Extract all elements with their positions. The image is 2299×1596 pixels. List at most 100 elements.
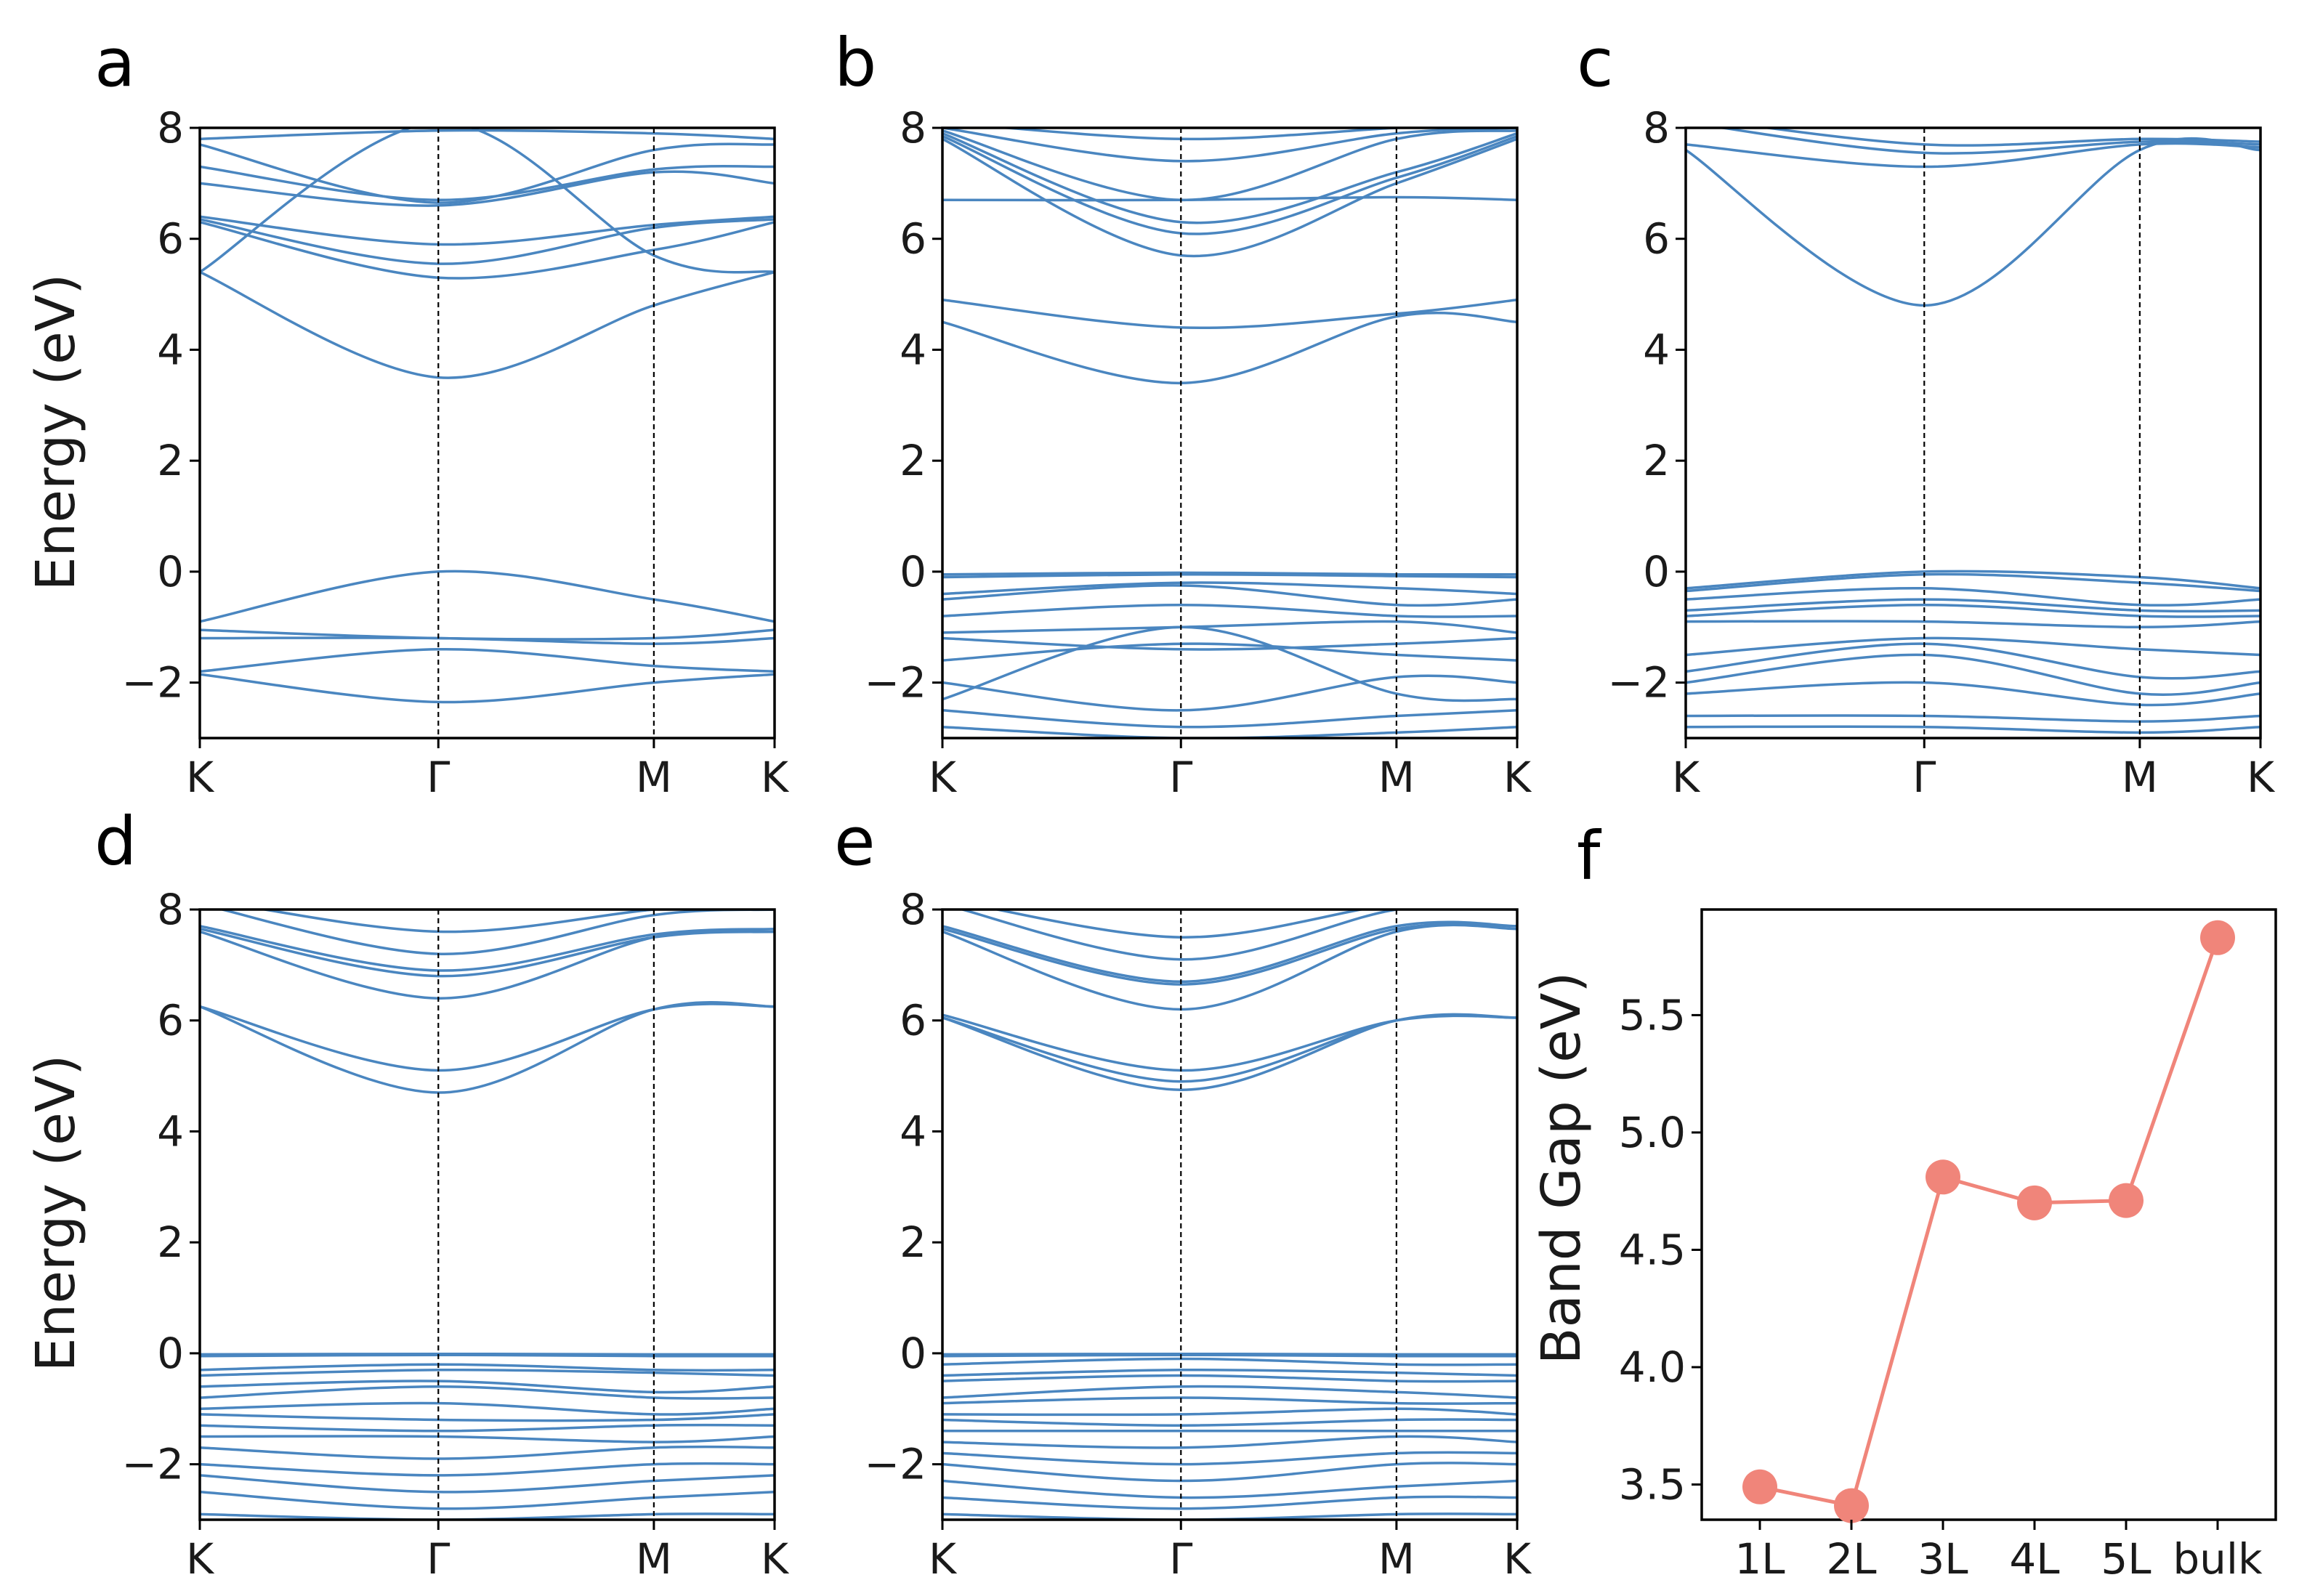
band-b-vb6 xyxy=(942,620,1517,634)
y-axis-label-d: Energy (eV) xyxy=(25,1055,87,1372)
band-a-cb7 xyxy=(200,164,775,202)
band-d-vb5 xyxy=(200,1380,775,1394)
band-e-cb3 xyxy=(942,1013,1517,1072)
band-d-vb3 xyxy=(200,1363,775,1372)
plot-frame-c xyxy=(1684,126,2262,740)
panel-label-d: d xyxy=(94,803,137,880)
band-b-cb2 xyxy=(942,298,1517,330)
y-tick-label-f: 4.5 xyxy=(1619,1225,1686,1274)
y-axis-label-f: Band Gap (eV) xyxy=(1530,972,1593,1365)
k-label-a: K xyxy=(761,753,790,802)
band-d-vb10 xyxy=(200,1435,775,1443)
band-gap-point-2L xyxy=(1834,1488,1869,1523)
band-b-vb5 xyxy=(942,603,1517,618)
k-label-d: K xyxy=(186,1534,215,1584)
k-label-c: K xyxy=(1672,753,1701,802)
plot-frame-f xyxy=(1700,908,2277,1521)
y-tick-label-a: 4 xyxy=(157,325,184,374)
band-a-cb8 xyxy=(200,142,775,204)
bands-group-c xyxy=(1686,128,2260,734)
band-b-cb9 xyxy=(993,128,1423,141)
band-d-cb2 xyxy=(200,1002,775,1072)
k-label-a: Γ xyxy=(427,753,450,802)
k-label-c: Γ xyxy=(1912,753,1936,802)
band-c-vb7 xyxy=(1686,636,2260,657)
band-d-vb11 xyxy=(200,1445,775,1460)
bands-group-e xyxy=(942,910,1517,1520)
band-b-vb2 xyxy=(942,572,1517,579)
k-label-e: M xyxy=(1378,1534,1415,1584)
band-d-vb4 xyxy=(200,1368,775,1377)
band-d-cb4 xyxy=(200,927,775,978)
k-label-a: M xyxy=(636,753,672,802)
band-gap-point-5L xyxy=(2109,1183,2144,1218)
band-e-vb14 xyxy=(942,1479,1517,1499)
k-label-d: Γ xyxy=(427,1534,450,1584)
y-tick-label-a: 2 xyxy=(157,436,184,485)
plot-frame-a xyxy=(198,126,776,740)
band-e-vb8 xyxy=(942,1407,1517,1417)
y-tick-label-d: 8 xyxy=(157,885,184,934)
band-c-vb2 xyxy=(1686,572,2260,593)
x-tick-label-bulk: bulk xyxy=(2173,1534,2263,1584)
k-label-e: Γ xyxy=(1169,1534,1192,1584)
y-tick-label-e: 8 xyxy=(900,885,926,934)
band-b-vb11 xyxy=(942,709,1517,729)
y-tick-label-d: 2 xyxy=(157,1218,184,1267)
band-b-vb4 xyxy=(942,584,1517,607)
y-tick-label-e: 2 xyxy=(900,1218,926,1267)
band-d-cb5 xyxy=(200,925,775,972)
band-c-cb2 xyxy=(1686,142,2260,169)
band-b-vb1 xyxy=(942,571,1517,576)
band-d-cb1 xyxy=(200,1001,775,1094)
band-c-vb10 xyxy=(1686,681,2260,707)
y-tick-label-f: 5.5 xyxy=(1619,990,1686,1040)
x-tick-label-1L: 1L xyxy=(1734,1534,1785,1584)
band-b-cb6 xyxy=(942,131,1517,224)
y-tick-label-c: 8 xyxy=(1643,103,1670,153)
band-c-vb6 xyxy=(1686,620,2260,629)
band-a-vb1 xyxy=(200,570,775,623)
band-e-cb7 xyxy=(958,910,1517,961)
band-d-vb8 xyxy=(200,1413,775,1422)
x-tick-label-5L: 5L xyxy=(2101,1534,2151,1584)
y-tick-label-b: 8 xyxy=(900,103,926,153)
y-axis-label-a: Energy (eV) xyxy=(25,274,87,591)
band-d-vb7 xyxy=(200,1401,775,1416)
y-tick-label-b: 4 xyxy=(900,325,926,374)
y-tick-label-f: 3.5 xyxy=(1619,1460,1686,1510)
y-tick-label-a: 8 xyxy=(157,103,184,153)
band-d-cb7 xyxy=(257,910,671,933)
panel-label-e: e xyxy=(834,803,876,880)
band-d-vb12 xyxy=(200,1462,775,1477)
band-e-vb4 xyxy=(942,1368,1517,1377)
y-tick-label-d: 4 xyxy=(157,1106,184,1156)
band-e-cb8 xyxy=(991,910,1368,939)
band-e-cb2 xyxy=(942,1013,1517,1083)
band-e-cb1 xyxy=(942,1013,1517,1091)
k-label-b: K xyxy=(1503,753,1532,802)
band-c-vb1 xyxy=(1686,570,2260,590)
y-tick-label-c: 0 xyxy=(1643,547,1670,596)
band-e-cb5 xyxy=(942,923,1517,986)
panel-label-a: a xyxy=(94,24,135,102)
band-b-vb3 xyxy=(942,581,1517,596)
band-c-vb8 xyxy=(1686,642,2260,680)
y-tick-label-f: 5.0 xyxy=(1619,1108,1686,1157)
band-c-vb5 xyxy=(1686,603,2260,618)
y-tick-label-c: −2 xyxy=(1608,658,1670,708)
band-e-vb5 xyxy=(942,1374,1517,1383)
panel-label-f: f xyxy=(1577,817,1602,895)
k-label-b: K xyxy=(929,753,958,802)
band-b-vb8 xyxy=(942,642,1517,662)
y-tick-label-c: 2 xyxy=(1643,436,1670,485)
y-tick-label-d: 6 xyxy=(157,996,184,1045)
band-c-vb12 xyxy=(1686,725,2260,734)
k-label-d: M xyxy=(636,1534,672,1584)
band-e-vb2 xyxy=(942,1353,1517,1358)
panel-label-b: b xyxy=(834,24,876,102)
band-d-vb13 xyxy=(200,1474,775,1494)
band-e-vb11 xyxy=(942,1435,1517,1449)
